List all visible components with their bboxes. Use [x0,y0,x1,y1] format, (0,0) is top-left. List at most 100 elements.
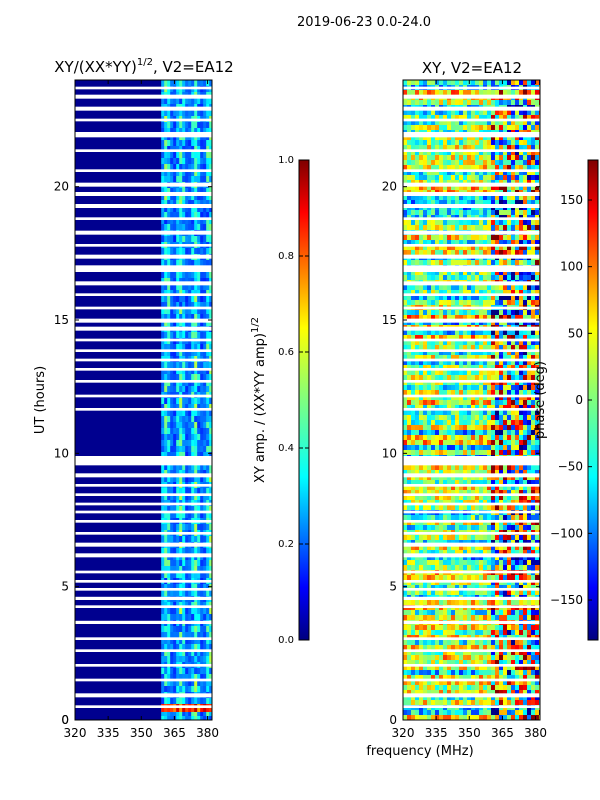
phase-cell [407,175,412,181]
amp-cell [203,428,207,435]
amp-cell [176,614,180,621]
phase-cell [427,335,432,341]
phase-cell [403,240,408,246]
phase-cell [491,100,496,106]
amp-cell [191,536,195,543]
phase-cell [535,110,540,116]
phase-cell [527,500,532,506]
amp-heatmap [75,80,212,720]
phase-cell [515,365,520,371]
amp-cell [206,446,210,453]
phase-cell [435,145,440,151]
phase-cell [535,500,540,506]
amp-cell [197,614,201,621]
amp-cell [200,686,204,693]
phase-cell [467,345,472,351]
phase-cell [411,245,416,251]
phase-cell [527,490,532,496]
phase-cell [515,250,520,256]
phase-cell [459,100,464,106]
phase-cell [475,505,480,511]
amp-cell [209,362,212,369]
phase-cell [455,145,460,151]
amp-cell [200,536,204,543]
amp-ytick-label: 0 [61,713,69,727]
amp-cell [209,200,212,207]
amp-cell [176,566,180,573]
amp-cell [197,128,201,135]
phase-cell [479,295,484,301]
phase-cell [459,260,464,266]
phase-cell [523,310,528,316]
phase-cell [475,450,480,456]
amp-cell [188,146,192,153]
phase-cell [483,420,488,426]
phase-cell [503,465,508,471]
phase-cell [435,310,440,316]
phase-cell [447,400,452,406]
phase-cell [527,450,532,456]
amp-cell [161,80,165,87]
phase-cell [523,180,528,186]
phase-cell [507,495,512,501]
amp-cell [161,122,165,129]
amp-cell [173,686,177,693]
phase-cell [403,345,408,351]
amp-cell [203,278,207,285]
phase-cell [411,420,416,426]
amp-cell [161,362,165,369]
amp-cell [179,440,183,447]
amp-cell [161,476,165,483]
phase-cell [527,315,532,321]
phase-cell [487,315,492,321]
phase-cell [459,340,464,346]
amp-cell [161,206,165,213]
amp-cell [194,422,198,429]
phase-cell [483,100,488,106]
amp-cell [203,440,207,447]
phase-cell [515,500,520,506]
amp-flagged-row [75,182,212,187]
phase-cell [451,175,456,181]
phase-cell [519,365,524,371]
amp-cell [167,614,171,621]
phase-cell [479,115,484,121]
phase-cell [439,300,444,306]
phase-cell [463,210,468,216]
amp-cell [179,236,183,243]
amp-cell [197,308,201,315]
amp-cell [203,638,207,645]
amp-cell [173,272,177,279]
amp-cell [185,110,189,117]
phase-cell [435,400,440,406]
phase-cell [495,90,500,96]
phase-cell [531,410,536,416]
phase-cell [447,360,452,366]
amp-cell [191,470,195,477]
phase-cell [515,125,520,131]
phase-cell [503,160,508,166]
amp-cell [164,380,168,387]
phase-cell [403,395,408,401]
phase-cell [519,175,524,181]
phase-cell [483,175,488,181]
amp-cell [179,248,183,255]
phase-cell [447,125,452,131]
phase-cell [471,170,476,176]
amp-cell [203,290,207,297]
phase-cell [419,480,424,486]
phase-cell [503,125,508,131]
phase-cell [531,355,536,361]
amp-cell [161,386,165,393]
phase-cell [419,475,424,481]
phase-cell [439,335,444,341]
amp-cell [188,668,192,675]
phase-cell [427,165,432,171]
amp-cell [191,368,195,375]
amp-cell [173,110,177,117]
amp-cell [179,374,183,381]
phase-cell [535,165,540,171]
phase-cell [483,240,488,246]
amp-cell [176,152,180,159]
amp-cell [182,224,186,231]
